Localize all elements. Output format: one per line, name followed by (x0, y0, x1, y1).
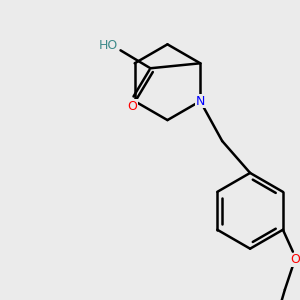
Text: N: N (196, 95, 205, 108)
Text: HO: HO (99, 39, 118, 52)
Text: O: O (290, 253, 300, 266)
Text: O: O (128, 100, 137, 112)
